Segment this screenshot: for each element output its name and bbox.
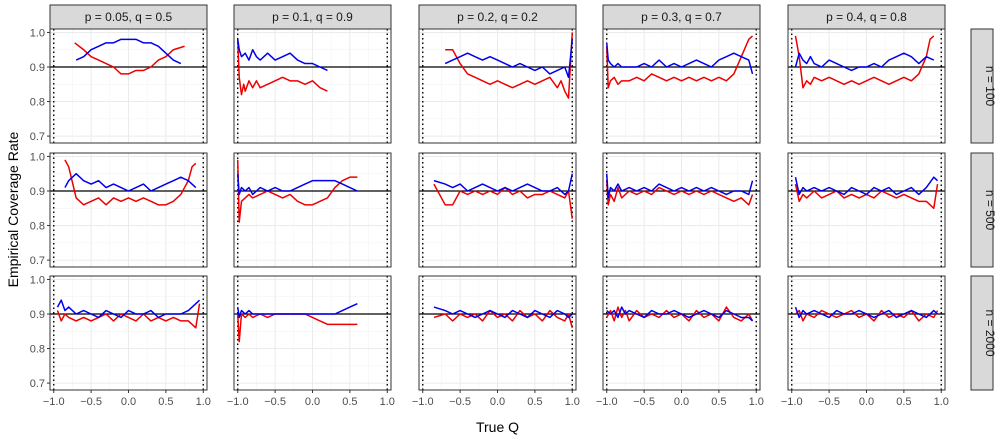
y-tick-label: 1.0 bbox=[30, 151, 45, 163]
x-tick-label: −0.5 bbox=[80, 396, 102, 408]
y-tick-label: 0.8 bbox=[30, 344, 45, 356]
y-tick-label: 0.7 bbox=[30, 255, 45, 267]
red-series-line bbox=[605, 180, 754, 206]
x-tick-label: 1.0 bbox=[196, 396, 211, 408]
x-tick-label: 1.0 bbox=[380, 396, 395, 408]
blue-series-line bbox=[56, 299, 201, 319]
blue-series-line bbox=[236, 173, 358, 196]
blue-series-line bbox=[794, 52, 935, 72]
red-series-line bbox=[605, 35, 754, 89]
y-tick-label: 0.9 bbox=[30, 186, 45, 198]
red-series-line bbox=[794, 309, 939, 322]
y-tick-label: 1.0 bbox=[30, 27, 45, 39]
x-tick-label: −1.0 bbox=[43, 396, 65, 408]
red-series-line bbox=[433, 309, 573, 329]
red-series-line bbox=[236, 159, 358, 223]
x-tick-label: −1.0 bbox=[227, 396, 249, 408]
x-tick-label: −1.0 bbox=[596, 396, 618, 408]
blue-series-line bbox=[605, 173, 754, 199]
row-strip-label: n = 100 bbox=[983, 66, 997, 107]
panel-border bbox=[602, 28, 761, 144]
x-tick-label: 0.0 bbox=[859, 396, 874, 408]
y-axis-title: Empirical Coverage Rate bbox=[5, 131, 21, 287]
column-strip-label: p = 0.1, q = 0.9 bbox=[272, 10, 353, 24]
blue-series-line bbox=[606, 306, 754, 322]
x-tick-label: 0.5 bbox=[711, 396, 726, 408]
blue-series-line bbox=[433, 173, 573, 196]
panel-border bbox=[418, 28, 577, 144]
x-tick-label: 1.0 bbox=[749, 396, 764, 408]
x-tick-label: −1.0 bbox=[412, 396, 434, 408]
panel-border bbox=[49, 152, 208, 268]
y-tick-label: 0.7 bbox=[30, 378, 45, 390]
red-series-line bbox=[445, 32, 574, 99]
blue-series-line bbox=[433, 306, 573, 319]
red-series-line bbox=[433, 183, 574, 219]
x-tick-label: 1.0 bbox=[565, 396, 580, 408]
panel-border bbox=[787, 28, 946, 144]
x-tick-label: 1.0 bbox=[934, 396, 949, 408]
blue-series-line bbox=[605, 42, 754, 75]
panel-border bbox=[233, 152, 392, 268]
x-tick-label: 0.0 bbox=[121, 396, 136, 408]
x-tick-label: −0.5 bbox=[633, 396, 655, 408]
x-tick-label: −0.5 bbox=[449, 396, 471, 408]
y-tick-label: 0.8 bbox=[30, 97, 45, 109]
red-series-line bbox=[64, 159, 197, 206]
red-series-line bbox=[606, 306, 754, 322]
x-tick-label: 0.0 bbox=[305, 396, 320, 408]
x-tick-label: 0.0 bbox=[674, 396, 689, 408]
x-tick-label: −1.0 bbox=[781, 396, 803, 408]
y-tick-label: 1.0 bbox=[30, 274, 45, 286]
red-series-line bbox=[74, 42, 185, 75]
column-strip-label: p = 0.2, q = 0.2 bbox=[457, 10, 538, 24]
row-strip bbox=[970, 28, 994, 144]
red-series-line bbox=[794, 35, 935, 89]
row-strip-label: n = 2000 bbox=[983, 309, 997, 356]
blue-series-line bbox=[236, 39, 328, 72]
panel-border bbox=[418, 152, 577, 268]
blue-series-line bbox=[64, 172, 197, 192]
red-series-line bbox=[794, 183, 939, 210]
x-tick-label: 0.5 bbox=[342, 396, 357, 408]
column-strip bbox=[602, 4, 761, 30]
row-strip-label: n = 500 bbox=[983, 190, 997, 231]
red-series-line bbox=[56, 303, 201, 329]
x-tick-label: −0.5 bbox=[264, 396, 286, 408]
column-strip bbox=[49, 4, 208, 30]
x-tick-label: 0.0 bbox=[490, 396, 505, 408]
blue-series-line bbox=[236, 302, 358, 319]
panel-border bbox=[233, 28, 392, 144]
y-tick-label: 0.9 bbox=[30, 309, 45, 321]
x-axis-title: True Q bbox=[476, 419, 519, 435]
x-tick-label: 0.5 bbox=[527, 396, 542, 408]
column-strip bbox=[233, 4, 392, 30]
x-tick-label: 0.5 bbox=[896, 396, 911, 408]
panel-border bbox=[787, 152, 946, 268]
row-strip bbox=[970, 152, 994, 268]
blue-series-line bbox=[794, 176, 939, 196]
blue-series-line bbox=[75, 38, 182, 65]
blue-series-line bbox=[444, 39, 574, 79]
panel-border bbox=[49, 28, 208, 144]
row-strip bbox=[970, 275, 994, 391]
y-tick-label: 0.7 bbox=[30, 131, 45, 143]
x-tick-label: −0.5 bbox=[818, 396, 840, 408]
y-tick-label: 0.8 bbox=[30, 221, 45, 233]
panel-border bbox=[602, 152, 761, 268]
blue-series-line bbox=[794, 306, 939, 319]
column-strip-label: p = 0.3, q = 0.7 bbox=[641, 10, 722, 24]
x-tick-label: 0.5 bbox=[158, 396, 173, 408]
column-strip-label: p = 0.05, q = 0.5 bbox=[85, 10, 173, 24]
y-tick-label: 0.9 bbox=[30, 62, 45, 74]
column-strip-label: p = 0.4, q = 0.8 bbox=[826, 10, 907, 24]
red-series-line bbox=[236, 39, 328, 96]
